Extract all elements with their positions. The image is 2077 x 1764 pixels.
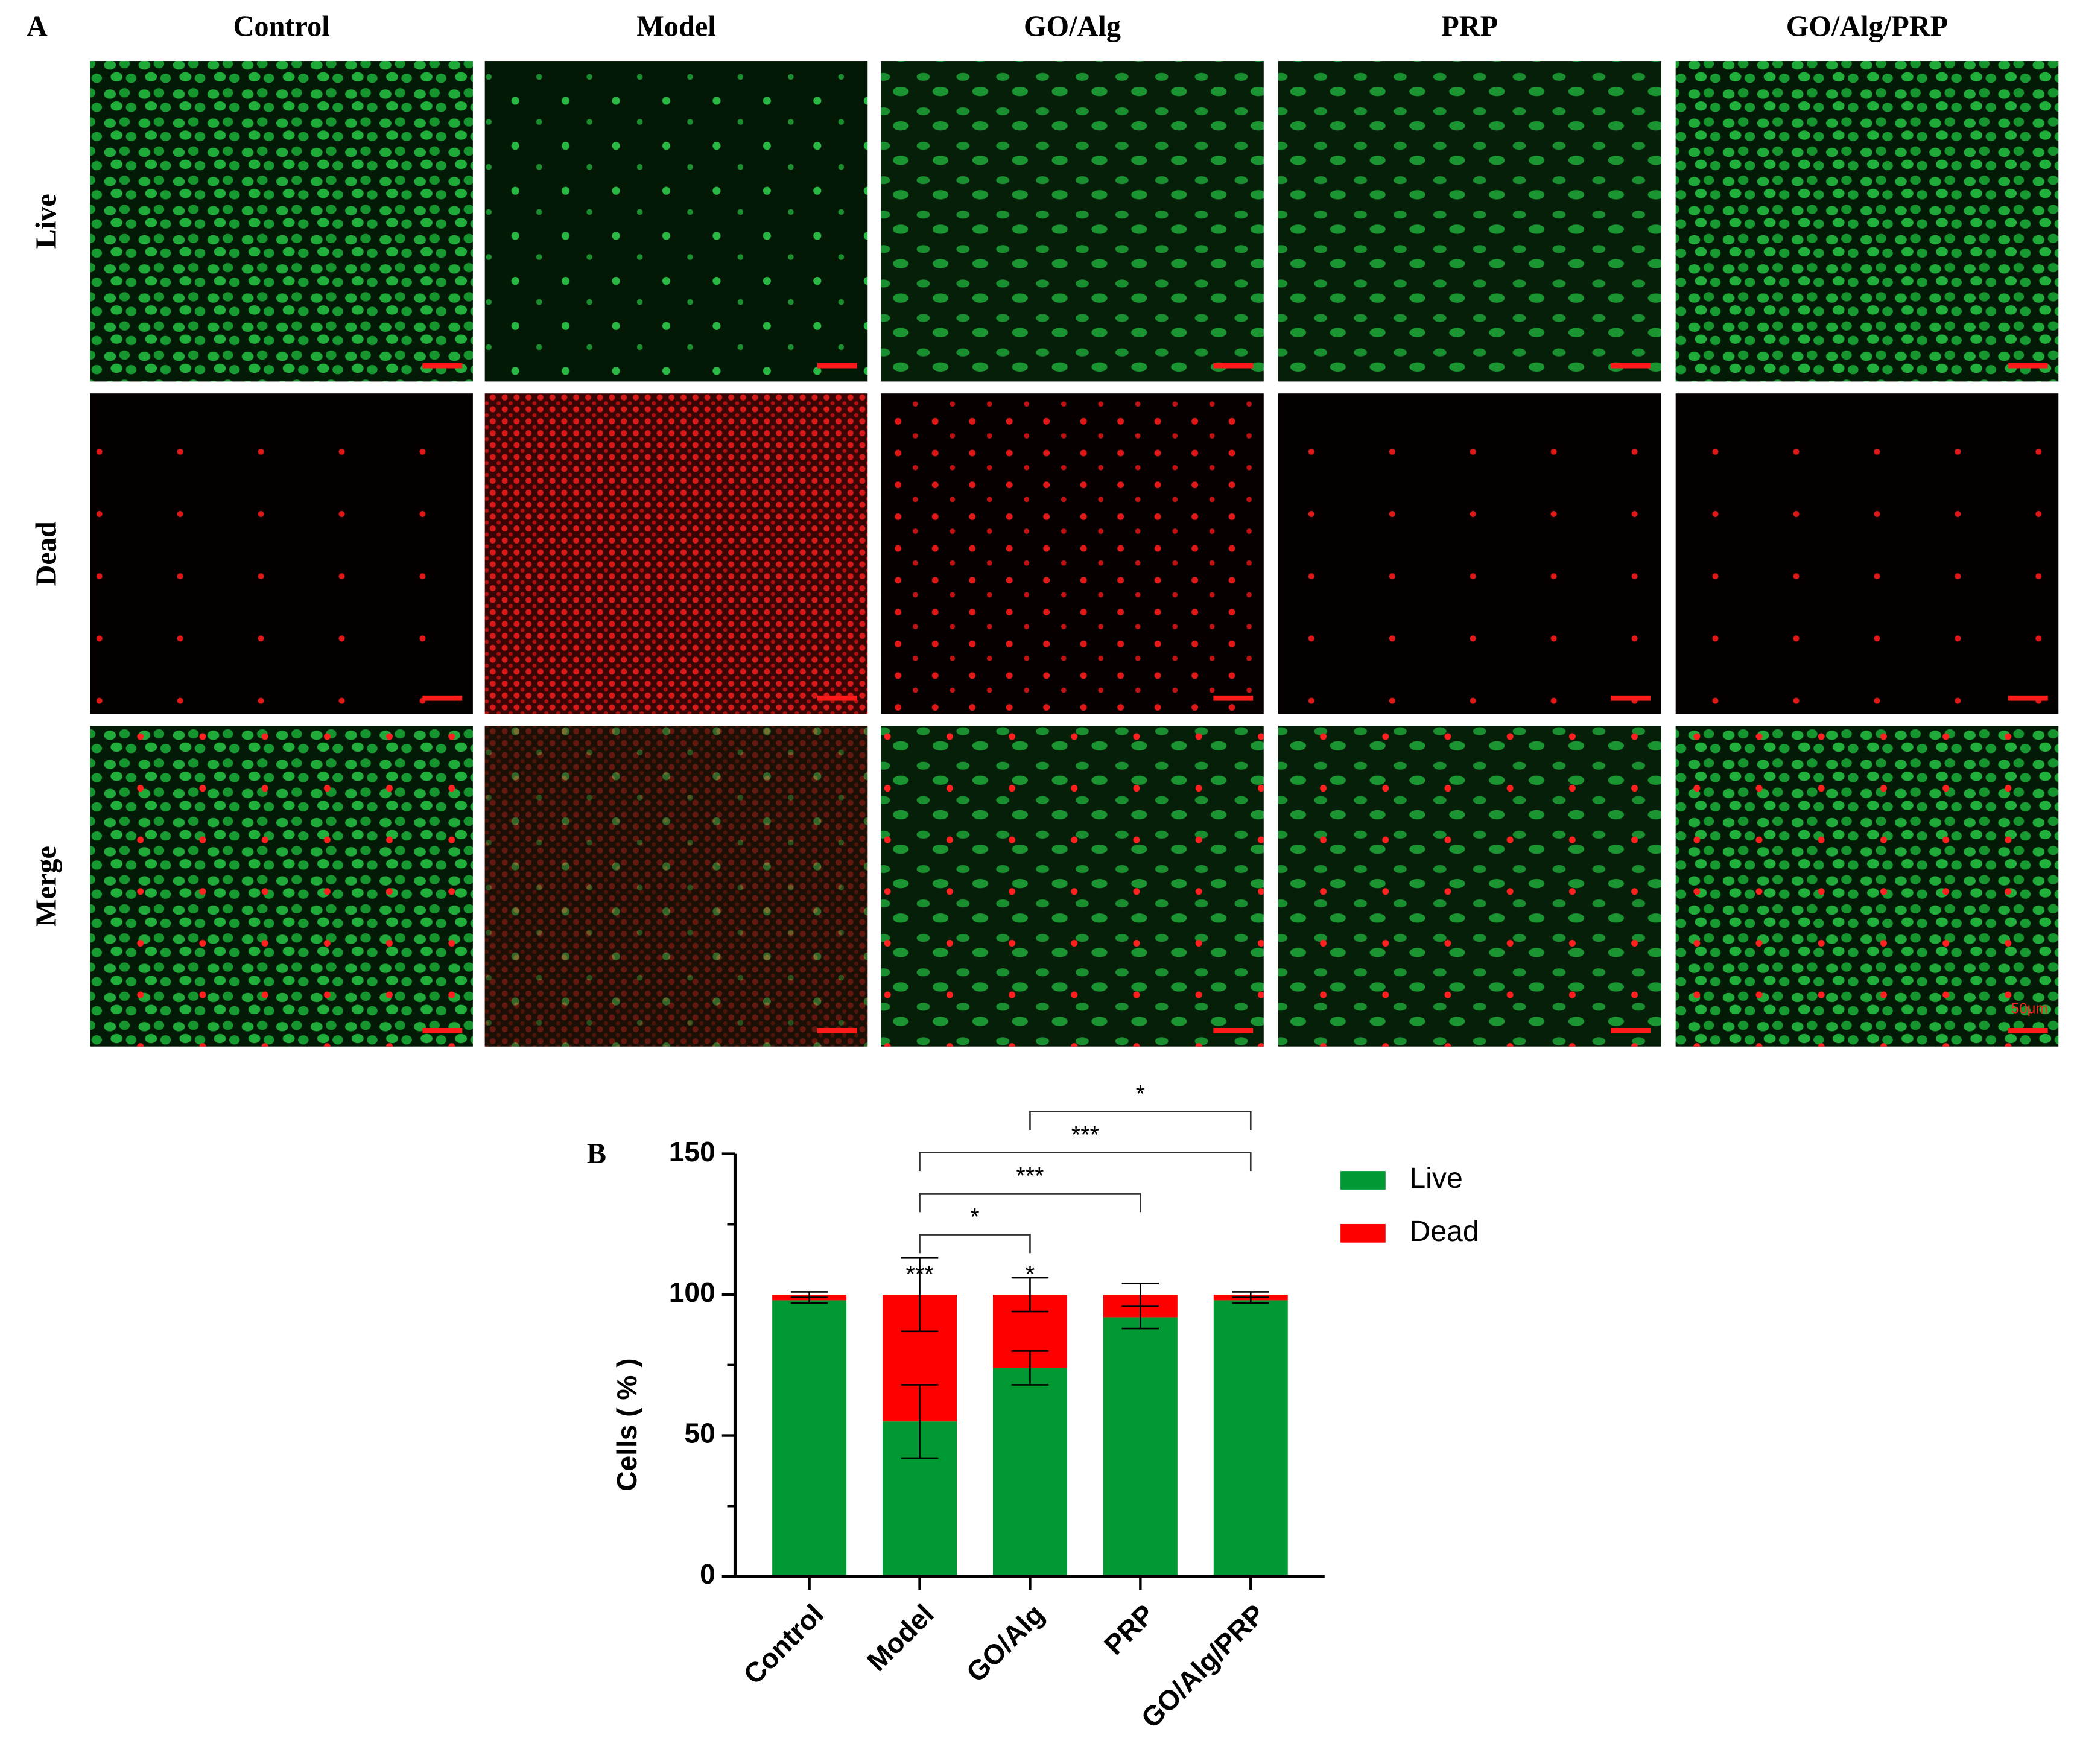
legend-swatch [1340, 1223, 1386, 1243]
micrograph [1675, 61, 2059, 382]
micrograph [1278, 61, 1661, 382]
comparison-bracket [919, 1234, 1031, 1254]
micrograph-overlay [484, 726, 868, 1047]
micrograph-overlay [1278, 726, 1661, 1047]
comparison-label: *** [1016, 1163, 1044, 1190]
comparison-bracket [919, 1152, 1252, 1172]
scale-bar [1213, 1027, 1254, 1033]
scale-bar [1611, 1027, 1651, 1033]
micrograph [484, 61, 868, 382]
error-bar [790, 1291, 828, 1299]
scale-bar [2008, 1027, 2048, 1033]
bar-segment [1213, 1300, 1288, 1577]
column-header: Control [233, 10, 330, 42]
comparison-label: * [970, 1204, 979, 1231]
comparison-label: * [1136, 1080, 1145, 1107]
error-bar [901, 1257, 939, 1333]
comparison-bracket [919, 1193, 1141, 1213]
micrograph [90, 393, 473, 714]
scale-bar [1611, 695, 1651, 701]
row-label: Live [30, 194, 62, 249]
micrograph [1675, 393, 2059, 714]
y-tick-label: 100 [669, 1277, 715, 1308]
bar-segment [992, 1368, 1067, 1577]
comparison-label: *** [1071, 1122, 1099, 1148]
column-header: Model [636, 10, 715, 42]
legend-label: Dead [1409, 1215, 1479, 1248]
column-header: GO/Alg [1024, 10, 1121, 42]
scale-bar [817, 363, 857, 369]
scale-bar [422, 363, 463, 369]
error-bar [1011, 1350, 1049, 1386]
scale-bar [817, 1027, 857, 1033]
column-header: PRP [1441, 10, 1498, 42]
x-tick-label: PRP [1098, 1598, 1161, 1661]
scale-bar [422, 695, 463, 701]
row-label: Dead [30, 521, 62, 586]
significance-label: *** [905, 1261, 933, 1288]
micrograph [881, 393, 1264, 714]
row-label: Merge [30, 846, 62, 927]
y-axis-title: Cells ( % ) [611, 1358, 642, 1491]
scale-bar [1611, 363, 1651, 369]
error-bar [901, 1384, 939, 1459]
comparison-bracket [1029, 1110, 1252, 1131]
significance-label: * [1026, 1261, 1035, 1288]
legend-swatch [1340, 1171, 1386, 1190]
micrograph-overlay [881, 726, 1264, 1047]
scale-bar [817, 695, 857, 701]
x-tick-label: Model [861, 1598, 940, 1677]
micrograph-overlay [90, 726, 473, 1047]
bar-segment [772, 1300, 847, 1577]
micrograph [1278, 393, 1661, 714]
x-tick-label: GO/Alg [960, 1598, 1050, 1688]
y-tick-label: 150 [669, 1136, 715, 1167]
bar-segment [1103, 1317, 1178, 1577]
micrograph [484, 393, 868, 714]
scale-bar-label: 50μm [2011, 1001, 2048, 1017]
y-tick-label: 50 [684, 1418, 715, 1449]
scale-bar [422, 1027, 463, 1033]
micrograph [881, 61, 1264, 382]
error-bar [1232, 1291, 1270, 1299]
panel-label: A [27, 10, 48, 42]
column-header: GO/Alg/PRP [1786, 10, 1948, 42]
micrograph-overlay [1675, 726, 2059, 1047]
legend-label: Live [1409, 1162, 1463, 1195]
scale-bar [2008, 363, 2048, 369]
y-tick-label: 0 [700, 1558, 715, 1590]
x-tick-label: Control [737, 1598, 829, 1690]
scale-bar [1213, 695, 1254, 701]
scale-bar [1213, 363, 1254, 369]
scale-bar [2008, 695, 2048, 701]
micrograph [90, 61, 473, 382]
error-bar [1011, 1277, 1049, 1313]
panel-label: B [587, 1138, 606, 1170]
error-bar [1121, 1283, 1159, 1307]
